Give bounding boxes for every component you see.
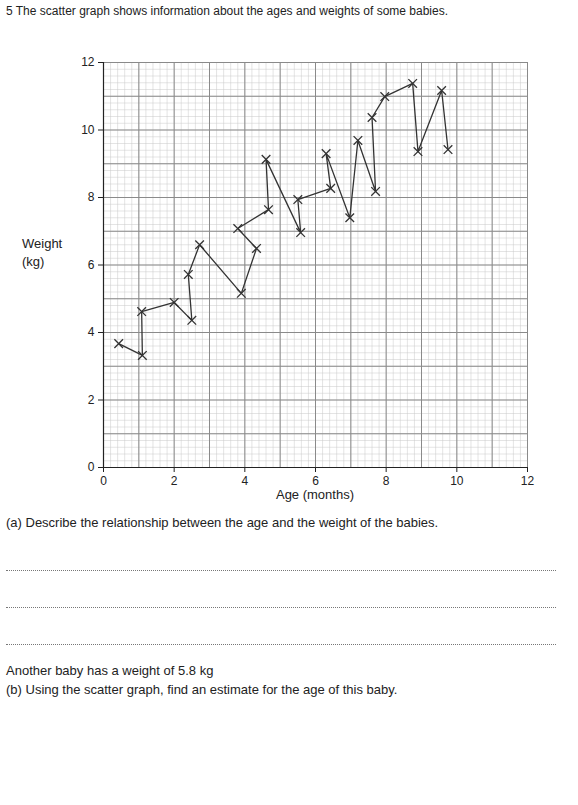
svg-text:6: 6	[312, 474, 319, 488]
svg-text:12: 12	[81, 55, 95, 69]
svg-text:2: 2	[171, 474, 178, 488]
svg-text:10: 10	[450, 474, 464, 488]
html-text:5 The scatter graph shows info: 5 The scatter graph shows information ab…	[6, 4, 448, 18]
html-text:Another baby has a weight of 5: Another baby has a weight of 5.8 kg	[6, 663, 214, 678]
html-text:(a) Describe the relationship: (a) Describe the relationship between th…	[6, 515, 439, 530]
svg-text:0: 0	[100, 474, 107, 488]
svg-text:0: 0	[88, 460, 95, 474]
html-text:Age (months): Age (months)	[276, 487, 354, 502]
svg-text:12: 12	[521, 474, 535, 488]
html-text:(b) Using the scatter graph, f: (b) Using the scatter graph, find an est…	[6, 682, 398, 697]
svg-text:2: 2	[88, 393, 95, 407]
svg-text:10: 10	[81, 123, 95, 137]
svg-text:6: 6	[88, 258, 95, 272]
svg-text:8: 8	[383, 474, 390, 488]
svg-text:8: 8	[88, 190, 95, 204]
svg-text:4: 4	[88, 325, 95, 339]
html-text:Weight (kg): Weight (kg)	[22, 236, 63, 269]
svg-text:4: 4	[241, 474, 248, 488]
